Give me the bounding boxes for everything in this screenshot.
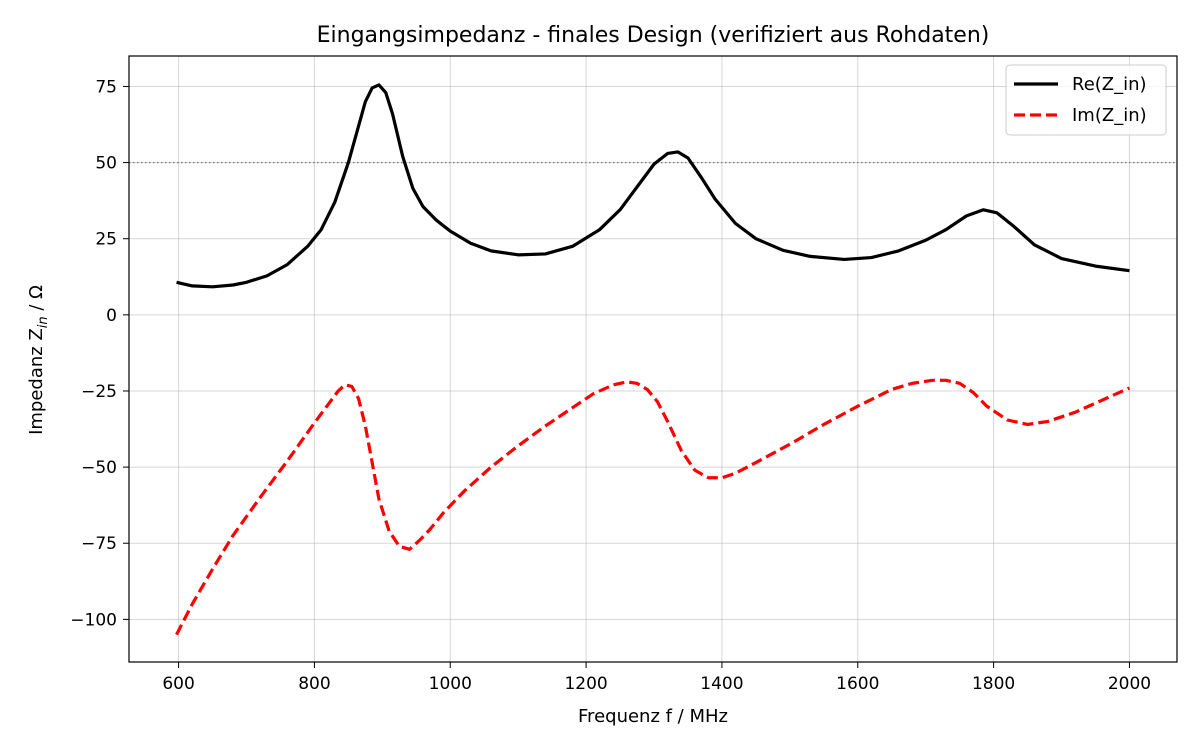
legend: Re(Z_in) Im(Z_in)	[1005, 64, 1167, 136]
plot-frame	[128, 55, 1178, 663]
y-tick-label: −25	[81, 382, 117, 402]
y-tick-label: 25	[95, 230, 117, 250]
series-layer	[175, 83, 1131, 636]
x-axis-label: Frequenz f / MHz	[578, 706, 728, 727]
x-tick-label: 1600	[836, 674, 879, 694]
tick-layer: 600 800 1000 1200 1400 1600 1800 2000 75 50 25 0 −25…	[70, 77, 1151, 694]
series-line-re	[176, 83, 1130, 289]
y-tick-label: 75	[95, 77, 117, 97]
x-tick-label: 1800	[972, 674, 1015, 694]
y-tick-label: −50	[81, 458, 117, 478]
y-tick-label: 0	[106, 306, 117, 326]
y-axis-label: Impedanz Zin / Ω	[26, 285, 51, 435]
legend-label-re: Re(Z_in)	[1072, 74, 1147, 95]
x-tick-label: 800	[298, 674, 330, 694]
y-tick-label: 50	[95, 154, 117, 174]
x-tick-label: 1200	[564, 674, 607, 694]
chart-title: Eingangsimpedanz - finales Design (verif…	[317, 23, 990, 48]
y-tick-label: −100	[70, 610, 117, 630]
x-tick-label: 1400	[700, 674, 743, 694]
y-axis-label-main: Impedanz Z	[26, 328, 47, 435]
x-tick-label: 600	[162, 674, 194, 694]
y-axis-label-subscript: in	[36, 316, 51, 328]
series-line-im	[175, 378, 1131, 636]
legend-label-im: Im(Z_in)	[1072, 105, 1147, 126]
x-tick-label: 1000	[429, 674, 472, 694]
y-axis-label-unit: / Ω	[26, 285, 47, 317]
x-tick-label: 2000	[1108, 674, 1151, 694]
y-tick-label: −75	[81, 534, 117, 554]
